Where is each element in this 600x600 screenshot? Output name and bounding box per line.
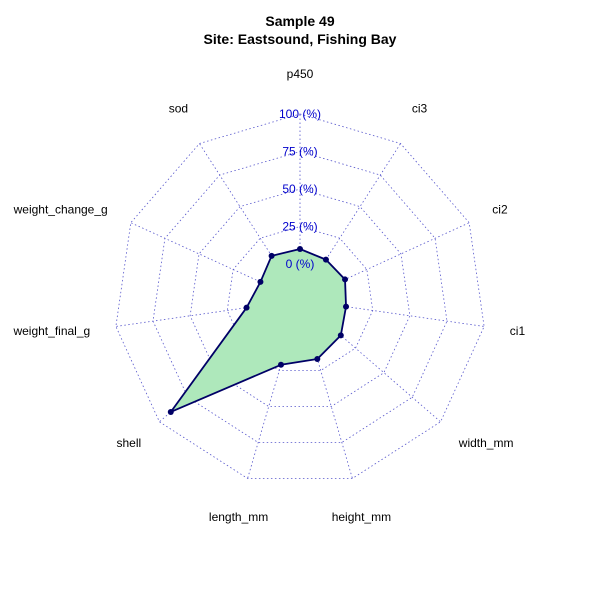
axis-label-shell: shell xyxy=(117,436,142,450)
radar-series xyxy=(167,246,350,415)
tick-label-2: 50 (%) xyxy=(282,182,317,196)
data-point-ci2 xyxy=(342,276,349,283)
axis-label-length_mm: length_mm xyxy=(209,510,268,524)
grid-spoke-1 xyxy=(319,143,401,270)
axis-label-ci3: ci3 xyxy=(412,102,428,116)
data-point-ci1 xyxy=(343,303,350,310)
grid-ring-4 xyxy=(115,113,485,479)
axis-label-width_mm: width_mm xyxy=(458,436,514,450)
data-point-length_mm xyxy=(277,361,284,368)
data-point-weight_final_g xyxy=(243,304,250,311)
data-point-height_mm xyxy=(314,356,321,363)
data-point-sod xyxy=(268,252,275,259)
radar-grid xyxy=(115,113,485,479)
data-point-p450 xyxy=(297,246,303,252)
data-point-width_mm xyxy=(337,332,344,339)
data-point-shell xyxy=(167,408,174,415)
axis-label-sod: sod xyxy=(169,102,188,116)
chart-title: Sample 49 xyxy=(265,13,334,29)
data-point-ci3 xyxy=(322,256,329,263)
chart-subtitle: Site: Eastsound, Fishing Bay xyxy=(204,31,397,47)
tick-label-4: 100 (%) xyxy=(279,107,321,121)
grid-ring-3 xyxy=(152,151,448,443)
grid-spoke-8 xyxy=(115,304,265,327)
grid-ring-2 xyxy=(189,188,411,407)
axis-label-weight_change_g: weight_change_g xyxy=(13,202,108,216)
grid-spoke-10 xyxy=(199,143,281,270)
grid-spoke-4 xyxy=(326,323,441,423)
grid-spoke-9 xyxy=(130,222,268,286)
axis-labels: p450 ci3 ci2 ci1 width_mm height_mm length_mm s… xyxy=(12,67,525,524)
axis-label-ci1: ci1 xyxy=(510,324,526,338)
tick-label-3: 75 (%) xyxy=(282,145,317,159)
radial-tick-labels: 0 (%) 25 (%) 50 (%) 75 (%) 100 (%) xyxy=(279,107,321,271)
tick-label-0: 0 (%) xyxy=(286,257,315,271)
series-polygon xyxy=(169,248,347,413)
axis-label-weight_final_g: weight_final_g xyxy=(12,324,90,338)
axis-label-height_mm: height_mm xyxy=(332,510,391,524)
axis-label-p450: p450 xyxy=(287,67,314,81)
grid-spoke-3 xyxy=(335,304,485,327)
axis-label-ci2: ci2 xyxy=(492,202,508,216)
data-point-weight_change_g xyxy=(257,278,264,285)
grid-spoke-2 xyxy=(332,222,470,286)
tick-label-1: 25 (%) xyxy=(282,220,317,234)
